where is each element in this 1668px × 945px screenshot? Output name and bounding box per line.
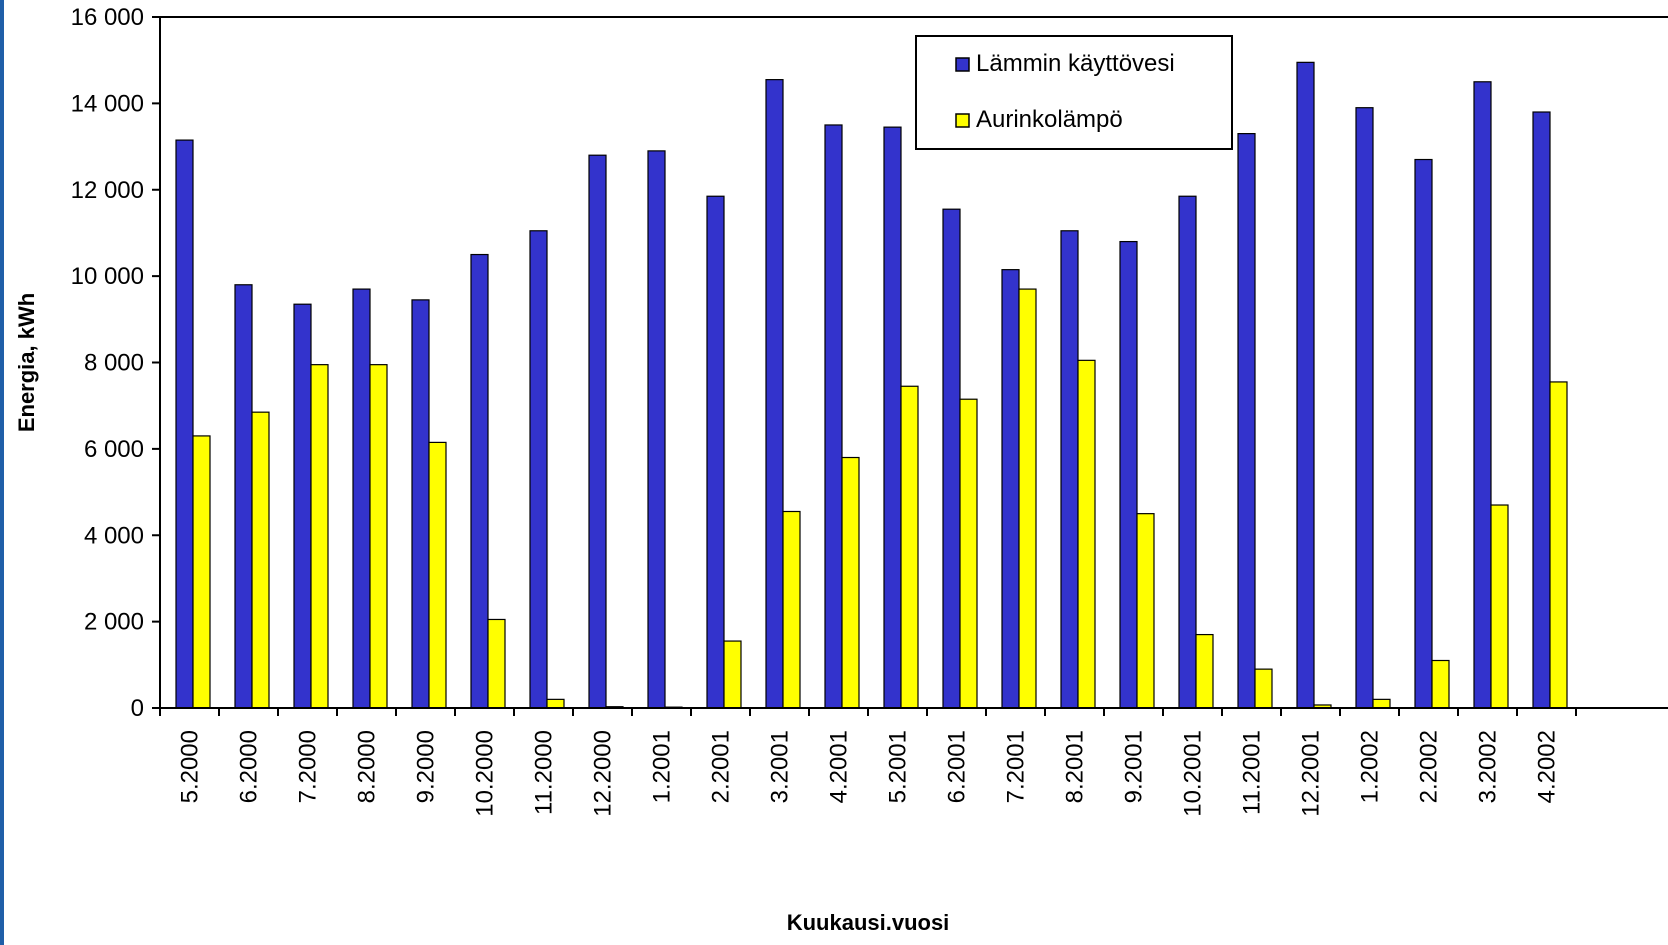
bar-lammin-kayttovesi-12.2000 <box>588 154 607 709</box>
bar-lammin-kayttovesi-7.2001 <box>1001 269 1020 709</box>
bar-lammin-kayttovesi-8.2000 <box>352 288 371 709</box>
x-tick-label: 8.2001 <box>1062 730 1089 803</box>
bar-aurinkolampo-6.2001 <box>959 398 978 709</box>
bar-lammin-kayttovesi-10.2000 <box>470 253 489 709</box>
bar-lammin-kayttovesi-6.2001 <box>942 208 961 709</box>
bar-aurinkolampo-1.2002 <box>1372 698 1391 709</box>
x-tick-label: 2.2002 <box>1416 730 1443 803</box>
x-tick-label: 3.2002 <box>1475 730 1502 803</box>
bar-aurinkolampo-11.2000 <box>546 698 565 709</box>
bar-lammin-kayttovesi-4.2002 <box>1532 111 1551 709</box>
x-tick-label: 9.2000 <box>413 730 440 803</box>
bar-aurinkolampo-8.2001 <box>1077 359 1096 709</box>
left-edge-strip <box>0 0 4 945</box>
y-tick-label: 8 000 <box>84 350 144 377</box>
bar-lammin-kayttovesi-3.2001 <box>765 79 784 709</box>
y-tick-label: 6 000 <box>84 436 144 463</box>
bar-aurinkolampo-2.2002 <box>1431 659 1450 709</box>
legend: Lämmin käyttövesi Aurinkolämpö <box>915 35 1233 150</box>
bar-lammin-kayttovesi-1.2002 <box>1355 107 1374 709</box>
x-tick-label: 9.2001 <box>1121 730 1148 803</box>
x-tick-label: 11.2000 <box>531 730 558 815</box>
bar-lammin-kayttovesi-8.2001 <box>1060 230 1079 709</box>
x-tick-label: 5.2000 <box>177 730 204 803</box>
x-tick-label: 1.2001 <box>649 730 676 803</box>
y-tick-label: 10 000 <box>71 263 144 290</box>
x-tick-label: 4.2002 <box>1534 730 1561 803</box>
bar-lammin-kayttovesi-6.2000 <box>234 284 253 709</box>
x-tick-label: 12.2001 <box>1298 730 1325 817</box>
bar-aurinkolampo-10.2001 <box>1195 633 1214 709</box>
bar-aurinkolampo-2.2001 <box>723 640 742 709</box>
bar-lammin-kayttovesi-11.2000 <box>529 230 548 709</box>
y-tick-label: 2 000 <box>84 609 144 636</box>
x-axis-title: Kuukausi.vuosi <box>787 910 950 935</box>
bar-aurinkolampo-3.2002 <box>1490 504 1509 709</box>
bar-lammin-kayttovesi-3.2002 <box>1473 81 1492 709</box>
x-tick-label: 1.2002 <box>1357 730 1384 803</box>
bar-aurinkolampo-7.2001 <box>1018 288 1037 709</box>
bar-aurinkolampo-9.2000 <box>428 441 447 709</box>
legend-box <box>915 35 1233 150</box>
bar-lammin-kayttovesi-10.2001 <box>1178 195 1197 709</box>
bar-aurinkolampo-7.2000 <box>310 364 329 709</box>
x-tick-label: 11.2001 <box>1239 730 1266 815</box>
bar-lammin-kayttovesi-9.2000 <box>411 299 430 709</box>
bar-lammin-kayttovesi-5.2000 <box>175 139 194 709</box>
x-tick-label: 8.2000 <box>354 730 381 803</box>
bar-lammin-kayttovesi-2.2002 <box>1414 158 1433 709</box>
bars-layer <box>175 61 1568 709</box>
legend-label-lammin-kayttovesi: Lämmin käyttövesi <box>976 50 1175 77</box>
bar-lammin-kayttovesi-12.2001 <box>1296 61 1315 709</box>
bar-lammin-kayttovesi-4.2001 <box>824 124 843 709</box>
y-tick-label: 16 000 <box>71 4 144 31</box>
bar-aurinkolampo-6.2000 <box>251 411 270 709</box>
bar-lammin-kayttovesi-2.2001 <box>706 195 725 709</box>
bar-aurinkolampo-9.2001 <box>1136 513 1155 709</box>
y-axis-title: Energia, kWh <box>14 293 39 432</box>
bar-aurinkolampo-8.2000 <box>369 364 388 709</box>
x-tick-label: 12.2000 <box>590 730 617 817</box>
bar-lammin-kayttovesi-9.2001 <box>1119 240 1138 709</box>
x-tick-label: 7.2000 <box>295 730 322 803</box>
bar-aurinkolampo-5.2001 <box>900 385 919 709</box>
x-tick-label: 10.2000 <box>472 730 499 817</box>
legend-swatch-aurinkolampo <box>955 113 970 128</box>
bar-aurinkolampo-5.2000 <box>192 435 211 709</box>
bar-aurinkolampo-11.2001 <box>1254 668 1273 709</box>
y-axis: 0 2 000 4 000 6 000 8 000 10 000 12 000 14 000 1… <box>71 4 160 722</box>
x-tick-label: 3.2001 <box>767 730 794 803</box>
y-tick-label: 4 000 <box>84 522 144 549</box>
bar-aurinkolampo-3.2001 <box>782 510 801 709</box>
x-tick-label: 4.2001 <box>826 730 853 803</box>
bar-aurinkolampo-10.2000 <box>487 618 506 709</box>
bar-aurinkolampo-4.2001 <box>841 456 860 709</box>
x-tick-label: 6.2000 <box>236 730 263 803</box>
y-tick-label: 12 000 <box>71 177 144 204</box>
bar-lammin-kayttovesi-5.2001 <box>883 126 902 709</box>
x-tick-label: 6.2001 <box>944 730 971 803</box>
bar-lammin-kayttovesi-1.2001 <box>647 150 666 709</box>
y-tick-label: 14 000 <box>71 90 144 117</box>
y-tick-label: 0 <box>131 695 144 722</box>
x-tick-label: 10.2001 <box>1180 730 1207 817</box>
x-axis: 5.2000 6.2000 7.2000 8.2000 9.2000 10.2000 11.… <box>159 708 1577 817</box>
x-tick-label: 7.2001 <box>1003 730 1030 803</box>
x-tick-label: 2.2001 <box>708 730 735 803</box>
bar-lammin-kayttovesi-11.2001 <box>1237 133 1256 709</box>
bar-lammin-kayttovesi-7.2000 <box>293 303 312 709</box>
legend-label-aurinkolampo: Aurinkolämpö <box>976 106 1123 133</box>
bar-aurinkolampo-4.2002 <box>1549 381 1568 709</box>
x-tick-label: 5.2001 <box>885 730 912 803</box>
legend-swatch-lammin-kayttovesi <box>955 57 970 72</box>
